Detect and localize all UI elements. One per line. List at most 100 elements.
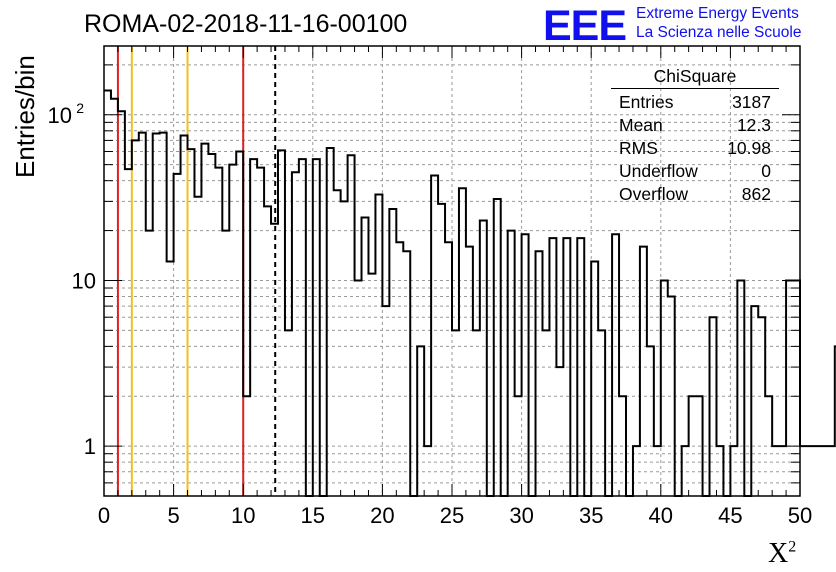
histogram-bin bbox=[222, 231, 229, 496]
histogram-bin bbox=[556, 367, 563, 496]
stats-row: RMS 10.98 bbox=[611, 137, 779, 160]
histogram-bin bbox=[751, 306, 758, 496]
stats-value: 12.3 bbox=[736, 115, 771, 135]
stats-box: ChiSquare Entries 3187 Mean 12.3 RMS 10.98 … bbox=[611, 66, 779, 206]
x-tick-label: 45 bbox=[718, 503, 742, 528]
histogram-bin bbox=[139, 133, 146, 496]
histogram-bin bbox=[174, 174, 181, 496]
histogram-bin bbox=[814, 446, 821, 496]
histogram-bin bbox=[285, 330, 292, 496]
histogram-bin bbox=[118, 111, 125, 496]
histogram-bin bbox=[299, 159, 306, 496]
histogram-bin bbox=[758, 317, 765, 496]
histogram-bin bbox=[111, 99, 118, 496]
y-tick-label-exponent: 2 bbox=[76, 100, 84, 116]
stats-label: RMS bbox=[619, 138, 658, 158]
x-tick-label: 25 bbox=[440, 503, 464, 528]
stats-label: Entries bbox=[619, 92, 674, 112]
stats-label: Overflow bbox=[619, 184, 689, 204]
histogram-bin bbox=[466, 247, 473, 496]
histogram-bin bbox=[201, 144, 208, 496]
histogram-bin bbox=[153, 134, 160, 496]
histogram-bin bbox=[375, 195, 382, 496]
x-tick-label: 50 bbox=[788, 503, 812, 528]
histogram-bin bbox=[327, 148, 334, 496]
histogram-bin bbox=[473, 330, 480, 496]
x-tick-label: 40 bbox=[649, 503, 673, 528]
histogram-bin bbox=[334, 190, 341, 496]
histogram-bin bbox=[737, 280, 744, 496]
histogram-bin bbox=[522, 234, 529, 496]
histogram-bin bbox=[598, 330, 605, 496]
stats-row: Entries 3187 bbox=[611, 91, 779, 114]
logo-line-2: La Scienza nelle Scuole bbox=[636, 24, 802, 41]
stats-title: ChiSquare bbox=[611, 66, 779, 89]
histogram-bin bbox=[355, 280, 362, 496]
histogram-bin bbox=[348, 155, 355, 496]
y-tick-label: 1 bbox=[84, 434, 96, 459]
histogram-bin bbox=[146, 231, 153, 496]
x-axis-label-base: X bbox=[768, 538, 789, 569]
y-axis-label: Entries/bin bbox=[10, 55, 40, 178]
histogram-bin bbox=[215, 168, 222, 496]
stats-value: 10.98 bbox=[727, 138, 771, 158]
x-tick-label: 10 bbox=[231, 503, 255, 528]
stats-row: Overflow 862 bbox=[611, 183, 779, 206]
x-axis-label: X2 bbox=[768, 538, 796, 570]
histogram-bin bbox=[793, 280, 800, 496]
histogram-bin bbox=[821, 446, 828, 496]
histogram-bin bbox=[640, 247, 647, 496]
eee-logo: EEE bbox=[543, 2, 627, 50]
histogram-bin bbox=[800, 446, 807, 496]
y-tick-label: 10 bbox=[48, 103, 72, 128]
stats-label: Mean bbox=[619, 115, 663, 135]
histogram-bin bbox=[132, 140, 139, 496]
histogram-bin bbox=[661, 280, 668, 496]
stats-label: Underflow bbox=[619, 161, 698, 181]
histogram-bin bbox=[208, 154, 215, 496]
histogram-bin bbox=[341, 201, 348, 496]
histogram-bin bbox=[431, 175, 438, 496]
chart-title: ROMA-02-2018-11-16-00100 bbox=[84, 10, 408, 38]
histogram-bin bbox=[389, 209, 396, 496]
x-tick-label: 0 bbox=[98, 503, 110, 528]
histogram-bin bbox=[480, 221, 487, 496]
logo-line-1: Extreme Energy Events bbox=[636, 5, 799, 22]
histogram-bin bbox=[125, 169, 132, 496]
histogram-bin bbox=[181, 135, 188, 496]
histogram-bin bbox=[278, 150, 285, 496]
histogram-bin bbox=[362, 217, 369, 496]
stats-row: Underflow 0 bbox=[611, 160, 779, 183]
histogram-bin bbox=[508, 231, 515, 496]
histogram-outline bbox=[104, 89, 836, 497]
histogram-bin bbox=[452, 330, 459, 496]
stats-value: 3187 bbox=[732, 92, 771, 112]
histogram-bin bbox=[417, 346, 424, 496]
x-tick-label: 35 bbox=[579, 503, 603, 528]
histogram-bin bbox=[828, 446, 835, 496]
histogram-bin bbox=[236, 152, 243, 496]
stats-row: Mean 12.3 bbox=[611, 114, 779, 137]
x-tick-label: 30 bbox=[509, 503, 533, 528]
x-tick-label: 20 bbox=[370, 503, 394, 528]
histogram-bin bbox=[807, 446, 814, 496]
histogram-bin bbox=[494, 199, 501, 496]
stats-value: 0 bbox=[761, 161, 771, 181]
histogram-bin bbox=[647, 346, 654, 496]
histogram-bin bbox=[250, 159, 257, 496]
histogram-bin bbox=[612, 234, 619, 496]
histogram-bin bbox=[160, 133, 167, 496]
y-tick-label: 10 bbox=[72, 268, 96, 293]
histogram-bin bbox=[710, 317, 717, 496]
histogram-bin bbox=[459, 188, 466, 496]
histogram-bin bbox=[542, 330, 549, 496]
histogram-bin bbox=[257, 168, 264, 496]
histogram-bin bbox=[786, 280, 793, 496]
stats-value: 862 bbox=[741, 184, 771, 204]
x-tick-label: 15 bbox=[301, 503, 325, 528]
x-axis-label-exponent: 2 bbox=[788, 538, 797, 556]
histogram-bin bbox=[438, 204, 445, 496]
histogram-bin bbox=[264, 206, 271, 496]
